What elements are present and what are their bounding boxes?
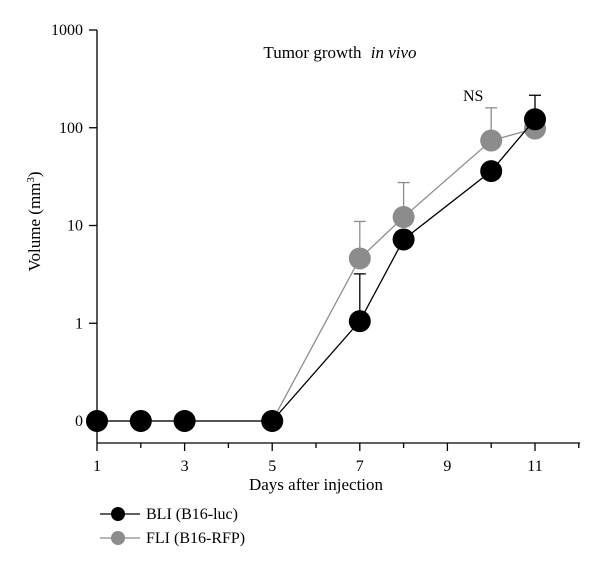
data-point xyxy=(524,108,546,131)
legend-bli-label: BLI (B16-luc) xyxy=(146,506,238,523)
legend-item-fli: FLI (B16-RFP) xyxy=(100,530,245,547)
series-bli xyxy=(86,94,546,432)
y-axis-title: Volume (mm3) xyxy=(25,171,44,271)
y-tick-label: 10 xyxy=(67,218,83,235)
legend-bli-marker xyxy=(111,507,125,521)
x-tick-label: 5 xyxy=(268,458,276,475)
legend-fli-label: FLI (B16-RFP) xyxy=(146,530,245,547)
y-tick-label: 1000 xyxy=(51,22,83,39)
x-tick-label: 9 xyxy=(443,458,451,475)
ns-annotation: NS xyxy=(463,88,483,105)
chart-title-italic: in vivo xyxy=(371,43,417,62)
x-tick-label: 1 xyxy=(93,458,101,475)
y-tick-label: 1 xyxy=(75,315,83,332)
series-layer xyxy=(86,94,546,432)
data-point xyxy=(480,129,503,152)
y-axis-title-sup: 3 xyxy=(25,177,37,183)
series-line xyxy=(97,118,536,422)
x-axis-title: Days after injection xyxy=(249,475,384,494)
data-point xyxy=(480,160,503,183)
y-axis-title-main: Volume (mm xyxy=(25,183,44,272)
data-point xyxy=(129,410,152,432)
legend: BLI (B16-luc) FLI (B16-RFP) xyxy=(100,506,245,547)
x-tick-label: 11 xyxy=(527,458,542,475)
chart-title-main: Tumor growth xyxy=(263,43,362,62)
series-fli xyxy=(86,107,546,432)
x-tick-label: 7 xyxy=(356,458,364,475)
x-tick-label: 3 xyxy=(181,458,189,475)
legend-item-bli: BLI (B16-luc) xyxy=(100,506,238,523)
chart-title: Tumor growth in vivo xyxy=(263,43,416,62)
y-tick-label: 100 xyxy=(59,120,83,137)
axes: 0 1 10 100 1000 1 3 5 7 9 11 xyxy=(51,22,580,475)
data-point xyxy=(348,247,371,270)
data-point xyxy=(392,206,415,229)
data-point xyxy=(348,310,371,333)
data-point xyxy=(392,228,415,251)
data-point xyxy=(86,410,108,432)
data-point xyxy=(173,410,196,432)
y-axis-title-close: ) xyxy=(25,171,44,177)
series-line xyxy=(97,127,536,422)
legend-fli-marker xyxy=(111,531,125,545)
y-tick-label: 0 xyxy=(75,413,83,430)
data-point xyxy=(261,410,284,432)
